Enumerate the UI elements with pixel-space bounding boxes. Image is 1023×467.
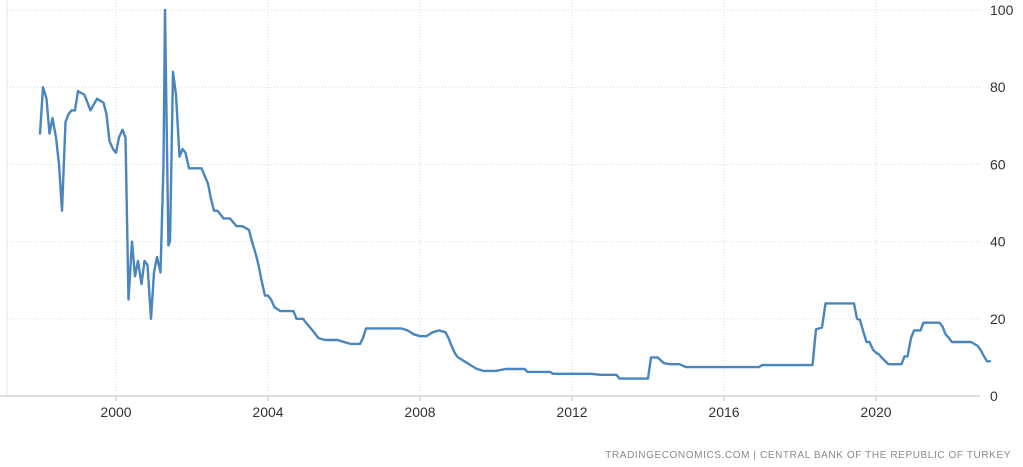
y-tick-label: 20	[990, 311, 1006, 327]
x-tick-label: 2016	[708, 404, 739, 420]
y-tick-label: 0	[990, 388, 998, 404]
series-line	[38, 8, 992, 380]
x-tick-label: 2004	[252, 404, 283, 420]
y-tick-label: 80	[990, 79, 1006, 95]
x-tick-label: 2000	[100, 404, 131, 420]
y-axis: 0 20 40 60 80 100	[990, 2, 1014, 404]
x-axis: 2000 2004 2008 2012 2016 2020	[100, 396, 892, 420]
source-credit: TRADINGECONOMICS.COM | CENTRAL BANK OF T…	[605, 450, 1011, 461]
y-tick-label: 60	[990, 156, 1006, 172]
x-tick-label: 2012	[556, 404, 587, 420]
gridlines	[7, 0, 980, 396]
x-tick-label: 2020	[860, 404, 891, 420]
y-tick-label: 40	[990, 234, 1006, 250]
x-tick-label: 2008	[404, 404, 435, 420]
y-tick-label: 100	[990, 2, 1014, 18]
